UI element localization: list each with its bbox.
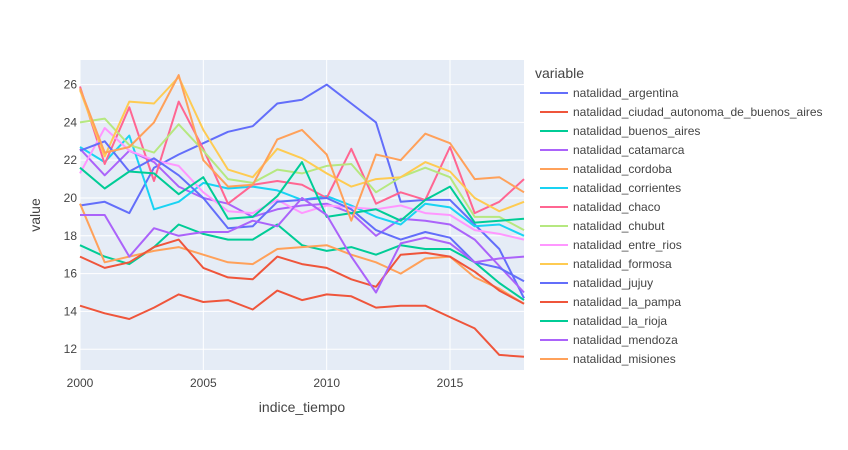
x-tick-label: 2010 bbox=[313, 376, 340, 390]
series-line-natalidad-entre-rios bbox=[79, 127, 525, 241]
legend-item-natalidad-mendoza[interactable]: natalidad_mendoza bbox=[540, 333, 678, 347]
series-line-natalidad-jujuy bbox=[79, 140, 525, 283]
series-line-natalidad-catamarca bbox=[79, 148, 525, 294]
series-line-natalidad-la-pampa bbox=[79, 238, 525, 305]
series-line-natalidad-chaco bbox=[79, 86, 525, 215]
legend-item-natalidad-jujuy[interactable]: natalidad_jujuy bbox=[540, 276, 653, 290]
y-axis-title: value bbox=[27, 198, 43, 232]
legend-label: natalidad_mendoza bbox=[573, 333, 678, 347]
y-tick-label: 26 bbox=[64, 78, 78, 92]
legend-item-natalidad-corrientes[interactable]: natalidad_corrientes bbox=[540, 181, 681, 195]
legend-item-natalidad-chubut[interactable]: natalidad_chubut bbox=[540, 219, 665, 233]
legend-label: natalidad_corrientes bbox=[573, 181, 681, 195]
y-tick-label: 20 bbox=[64, 191, 78, 205]
legend-label: natalidad_chaco bbox=[573, 200, 661, 214]
legend-item-natalidad-formosa[interactable]: natalidad_formosa bbox=[540, 257, 672, 271]
legend-label: natalidad_formosa bbox=[573, 257, 672, 271]
y-tick-label: 24 bbox=[64, 115, 78, 129]
series-line-natalidad-misiones bbox=[79, 74, 525, 222]
y-tick-label: 18 bbox=[64, 229, 78, 243]
series-line-natalidad-argentina bbox=[79, 83, 525, 299]
legend-label: natalidad_ciudad_autonoma_de_buenos_aire… bbox=[573, 105, 823, 119]
legend-item-natalidad-buenos-aires[interactable]: natalidad_buenos_aires bbox=[540, 124, 700, 138]
x-tick-label: 2015 bbox=[437, 376, 464, 390]
legend-label: natalidad_chubut bbox=[573, 219, 665, 233]
legend-label: natalidad_buenos_aires bbox=[573, 124, 700, 138]
y-tick-label: 16 bbox=[64, 267, 78, 281]
series-line-natalidad-ciudad-autonoma-de-buenos-aires bbox=[79, 289, 525, 358]
legend-title: variable bbox=[535, 65, 584, 81]
x-axis-ticks: 2000 2005 2010 2015 bbox=[67, 376, 464, 390]
legend-item-natalidad-argentina[interactable]: natalidad_argentina bbox=[540, 86, 679, 100]
legend-label: natalidad_la_rioja bbox=[573, 314, 667, 328]
legend-item-natalidad-catamarca[interactable]: natalidad_catamarca bbox=[540, 143, 685, 157]
series-lines bbox=[79, 74, 525, 358]
x-axis-title: indice_tiempo bbox=[259, 399, 346, 415]
x-tick-label: 2000 bbox=[67, 376, 94, 390]
legend-label: natalidad_entre_rios bbox=[573, 238, 682, 252]
plot-background bbox=[80, 60, 524, 370]
y-tick-label: 22 bbox=[64, 153, 78, 167]
series-line-natalidad-formosa bbox=[79, 76, 525, 213]
legend-label: natalidad_la_pampa bbox=[573, 295, 681, 309]
y-axis-ticks: 12 14 16 18 20 22 24 26 bbox=[64, 78, 78, 357]
legend-label: natalidad_cordoba bbox=[573, 162, 672, 176]
legend-label: natalidad_catamarca bbox=[573, 143, 685, 157]
y-tick-label: 12 bbox=[64, 342, 78, 356]
legend-item-natalidad-misiones[interactable]: natalidad_misiones bbox=[540, 352, 676, 366]
legend-label: natalidad_argentina bbox=[573, 86, 679, 100]
legend-item-natalidad-ciudad-autonoma-de-buenos-aires[interactable]: natalidad_ciudad_autonoma_de_buenos_aire… bbox=[540, 105, 823, 119]
legend-item-natalidad-la-pampa[interactable]: natalidad_la_pampa bbox=[540, 295, 681, 309]
y-tick-label: 14 bbox=[64, 304, 78, 318]
legend[interactable]: natalidad_argentina natalidad_ciudad_auto… bbox=[540, 86, 823, 366]
legend-item-natalidad-cordoba[interactable]: natalidad_cordoba bbox=[540, 162, 672, 176]
series-line-natalidad-mendoza bbox=[80, 197, 525, 294]
series-line-natalidad-chubut bbox=[79, 117, 525, 231]
legend-item-natalidad-la-rioja[interactable]: natalidad_la_rioja bbox=[540, 314, 667, 328]
series-line-natalidad-la-rioja bbox=[79, 161, 525, 224]
x-tick-label: 2005 bbox=[190, 376, 217, 390]
legend-label: natalidad_jujuy bbox=[573, 276, 653, 290]
legend-item-natalidad-chaco[interactable]: natalidad_chaco bbox=[540, 200, 661, 214]
legend-item-natalidad-entre-rios[interactable]: natalidad_entre_rios bbox=[540, 238, 682, 252]
legend-label: natalidad_misiones bbox=[573, 352, 676, 366]
